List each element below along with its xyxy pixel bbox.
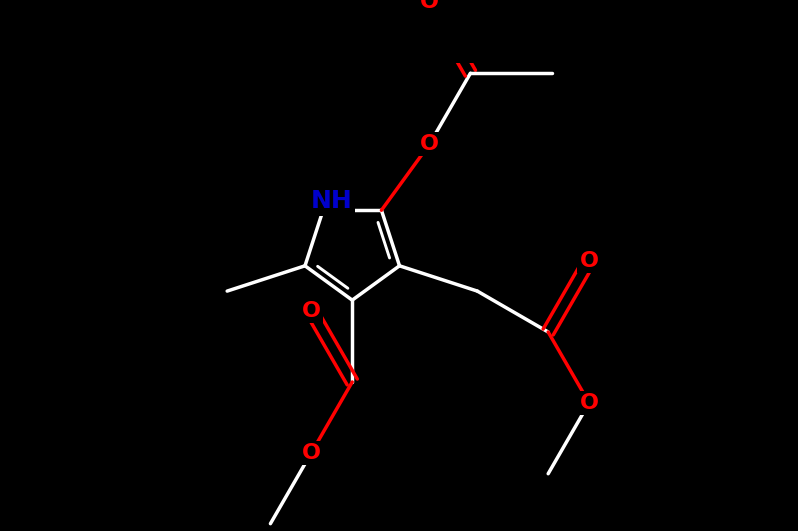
- Text: NH: NH: [311, 190, 353, 213]
- Text: O: O: [579, 251, 598, 271]
- Text: O: O: [302, 443, 321, 463]
- Text: O: O: [420, 134, 439, 154]
- Text: O: O: [420, 0, 439, 12]
- Text: O: O: [579, 393, 598, 413]
- Text: O: O: [302, 301, 321, 321]
